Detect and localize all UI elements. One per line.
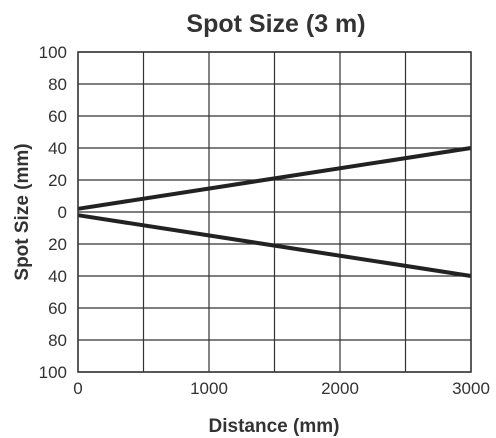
x-axis-label: Distance (mm) [209,416,340,437]
y-tick-label-4: 20 [48,171,67,190]
y-tick-label-7: 40 [48,267,67,286]
y-tick-labels: 100 80 60 40 20 0 20 40 60 80 100 [39,43,67,382]
y-tick-label-9: 80 [48,331,67,350]
x-tick-label-1: 1000 [190,379,228,398]
y-tick-label-8: 60 [48,299,67,318]
y-tick-label-6: 20 [48,235,67,254]
y-tick-label-10: 100 [39,363,67,382]
series-line-1 [77,213,472,278]
y-tick-label-2: 60 [48,107,67,126]
chart-title: Spot Size (3 m) [186,10,365,38]
series-line-0 [77,146,472,211]
x-tick-label-0: 0 [73,379,82,398]
grid-lines [77,51,472,373]
y-tick-label-0: 100 [39,43,67,62]
y-tick-label-3: 40 [48,139,67,158]
x-tick-labels: 0 1000 2000 3000 [73,379,490,398]
x-tick-label-3: 3000 [452,379,490,398]
y-axis-label: Spot Size (mm) [12,143,33,280]
plot-frame [77,51,472,373]
y-tick-label-5: 0 [58,203,67,222]
x-tick-label-2: 2000 [321,379,359,398]
series-lines [77,146,472,278]
y-tick-label-1: 80 [48,75,67,94]
